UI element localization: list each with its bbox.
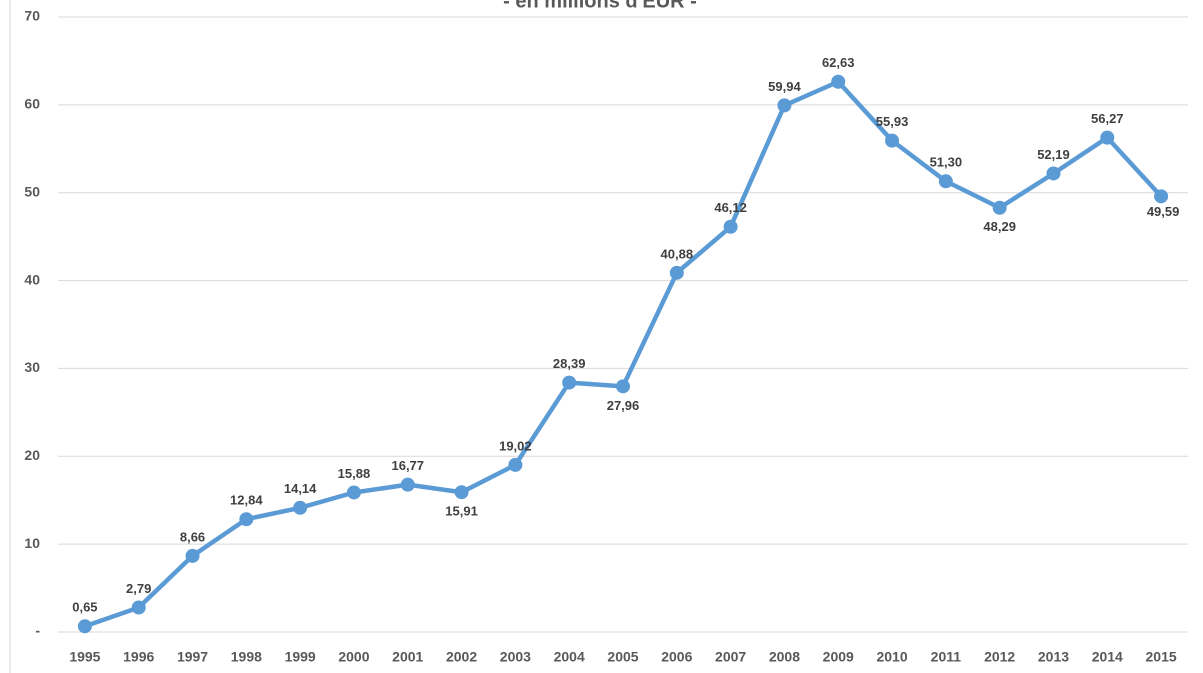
x-tick-label: 2014 [1092, 649, 1123, 665]
data-point [1100, 130, 1115, 145]
data-label: 8,66 [180, 529, 205, 544]
data-label: 27,96 [607, 398, 640, 413]
data-point [508, 457, 523, 472]
data-point [562, 375, 577, 390]
data-label: 56,27 [1091, 111, 1124, 126]
data-point [185, 548, 200, 563]
x-tick-label: 1996 [123, 649, 154, 665]
y-tick-label: 70 [24, 8, 40, 24]
data-label: 48,29 [983, 219, 1016, 234]
data-point [831, 74, 846, 89]
data-label: 51,30 [930, 155, 963, 170]
chart-subtitle: - en millions d'EUR - [503, 0, 697, 12]
y-tick-label: 60 [24, 96, 40, 112]
data-label: 12,84 [230, 493, 263, 508]
x-tick-label: 2002 [446, 649, 477, 665]
x-tick-label: 2005 [607, 649, 638, 665]
y-tick-label: 50 [24, 183, 40, 199]
data-point [1154, 189, 1169, 204]
data-label: 0,65 [72, 600, 97, 615]
x-tick-label: 1999 [285, 649, 316, 665]
x-tick-label: 2012 [984, 649, 1015, 665]
x-tick-label: 2008 [769, 649, 800, 665]
data-point [777, 98, 792, 113]
data-point [239, 512, 254, 527]
x-tick-label: 2010 [876, 649, 907, 665]
x-tick-label: 2000 [338, 649, 369, 665]
data-point [992, 200, 1007, 215]
data-label: 46,12 [714, 200, 747, 215]
data-point [1046, 166, 1061, 181]
data-point [885, 133, 900, 148]
data-label: 59,94 [768, 79, 801, 94]
x-tick-label: 2007 [715, 649, 746, 665]
data-point [669, 265, 684, 280]
x-tick-label: 1998 [231, 649, 262, 665]
x-tick-label: 1997 [177, 649, 208, 665]
data-label: 14,14 [284, 481, 317, 496]
y-tick-label: 20 [24, 447, 40, 463]
x-tick-label: 2001 [392, 649, 423, 665]
x-tick-label: 2003 [500, 649, 531, 665]
x-tick-label: 2006 [661, 649, 692, 665]
data-point [400, 477, 415, 492]
data-label: 28,39 [553, 356, 586, 371]
x-tick-label: 2013 [1038, 649, 1069, 665]
data-label: 40,88 [661, 246, 694, 261]
data-point [293, 500, 308, 515]
y-tick-label: 40 [24, 271, 40, 287]
data-label: 15,88 [338, 466, 371, 481]
x-tick-label: 2015 [1146, 649, 1177, 665]
data-label: 62,63 [822, 55, 855, 70]
data-point [77, 619, 92, 634]
x-tick-label: 1995 [69, 649, 100, 665]
data-point [346, 485, 361, 500]
y-tick-label: - [35, 623, 40, 639]
data-label: 19,02 [499, 438, 532, 453]
data-label: 52,19 [1037, 147, 1070, 162]
data-point [616, 379, 630, 394]
data-point [938, 174, 953, 189]
data-point [454, 485, 469, 500]
data-label: 16,77 [391, 458, 424, 473]
data-point [723, 219, 738, 234]
data-label: 49,59 [1147, 204, 1180, 219]
x-tick-label: 2009 [823, 649, 854, 665]
data-point [131, 600, 146, 615]
x-tick-label: 2011 [931, 649, 962, 665]
data-label: 55,93 [876, 114, 909, 129]
data-label: 2,79 [126, 581, 151, 596]
data-label: 15,91 [445, 504, 478, 519]
y-tick-label: 10 [24, 535, 40, 551]
y-tick-label: 30 [24, 359, 40, 375]
x-tick-label: 2004 [554, 649, 585, 665]
